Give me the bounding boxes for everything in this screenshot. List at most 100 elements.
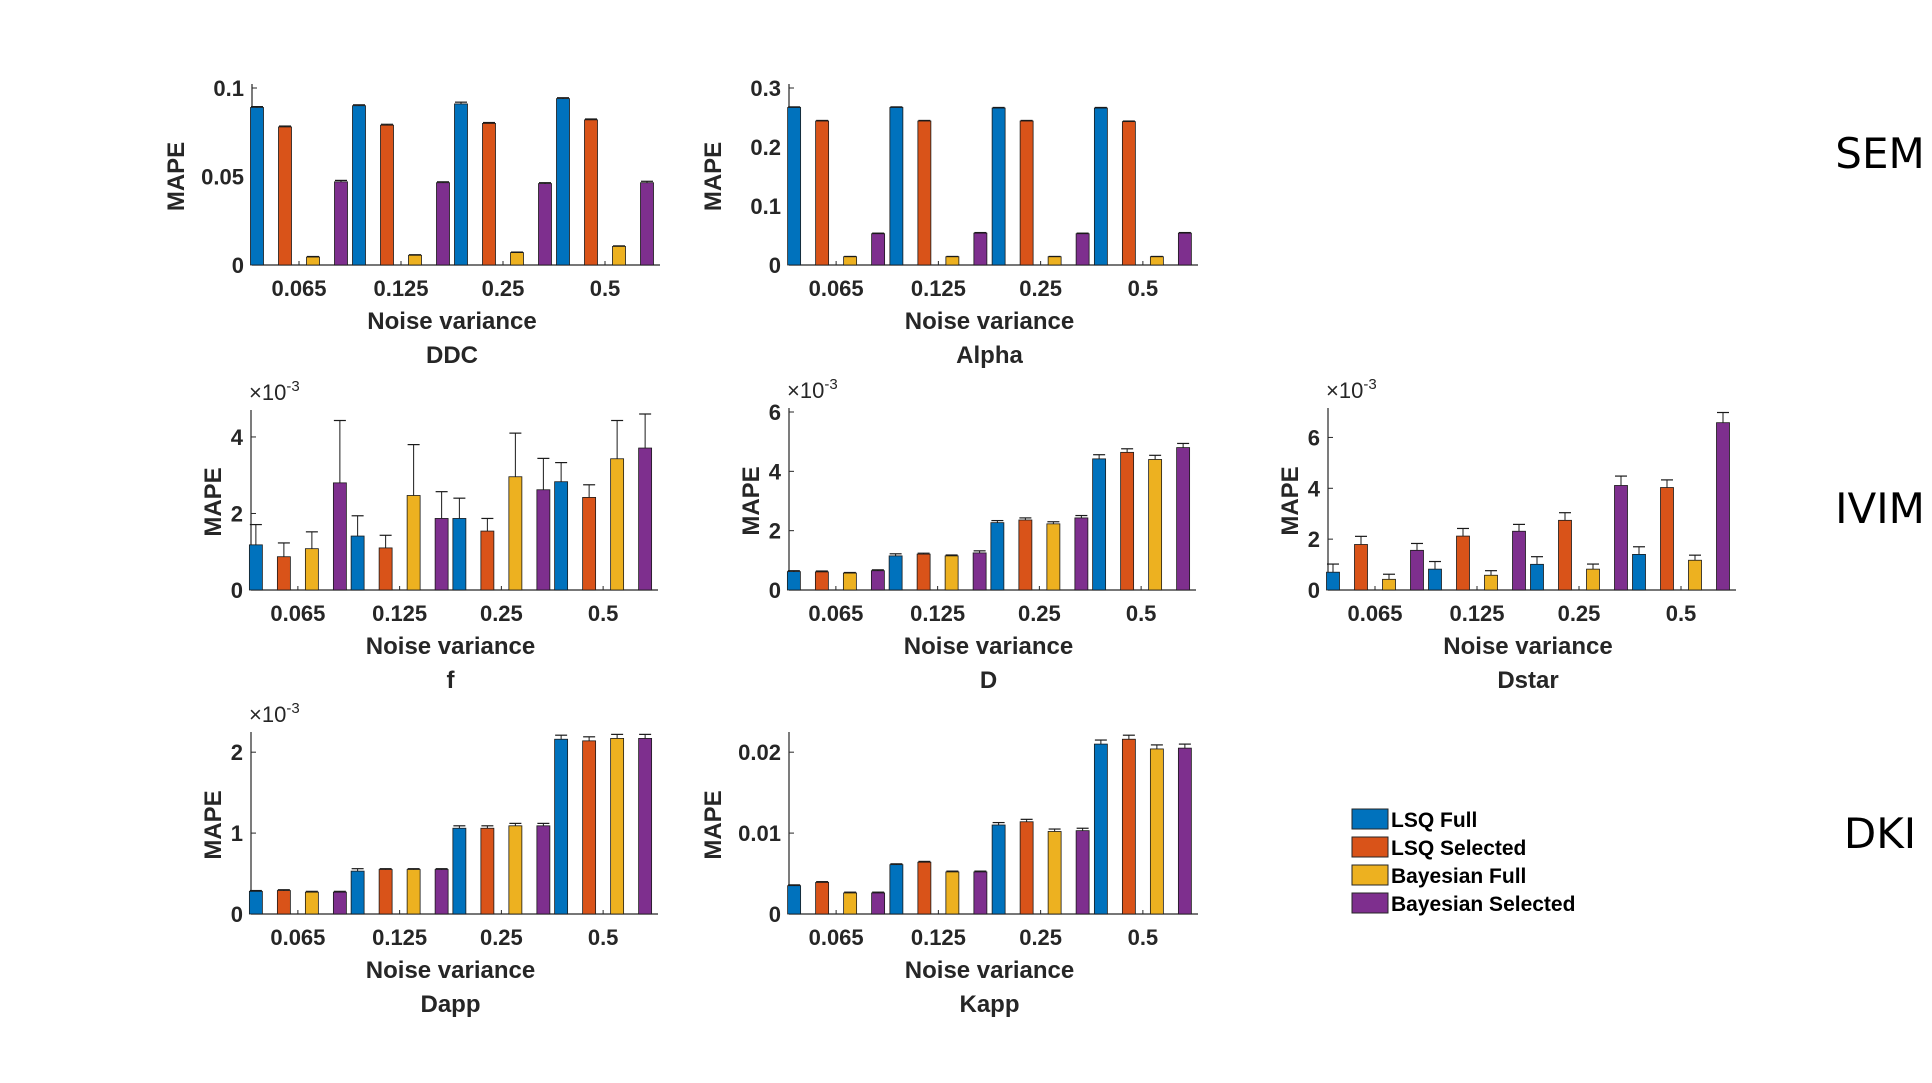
bar-bayesian-full-0-065 bbox=[843, 892, 858, 915]
legend-swatch-lsq-full bbox=[1351, 808, 1389, 830]
chart-title: DDC bbox=[426, 342, 478, 369]
bar-lsq-selected-0-5 bbox=[1121, 738, 1136, 915]
bar-lsq-selected-0-125 bbox=[917, 861, 932, 915]
bar-lsq-selected-0-125 bbox=[916, 553, 931, 591]
y-exponent-label: ×10-3 bbox=[787, 376, 838, 403]
x-tick-label: 0.065 bbox=[270, 925, 325, 950]
bar-bayesian-full-0-125 bbox=[406, 495, 421, 591]
bar-bayesian-full-0-125 bbox=[944, 555, 959, 591]
y-tick-label: 0 bbox=[769, 902, 781, 927]
bar-bayesian-selected-0-125 bbox=[436, 182, 450, 266]
bar-bayesian-selected-0-25 bbox=[1075, 233, 1090, 266]
y-tick-label: 2 bbox=[231, 740, 243, 765]
bar-bayesian-full-0-5 bbox=[1688, 559, 1702, 591]
bar-lsq-full-0-5 bbox=[1093, 107, 1108, 266]
y-tick-label: 0 bbox=[1308, 578, 1320, 603]
y-tick-label: 4 bbox=[769, 459, 782, 484]
x-axis-title: Noise variance bbox=[904, 633, 1073, 660]
bar-lsq-selected-0-065 bbox=[276, 890, 291, 915]
bar-lsq-full-0-065 bbox=[786, 571, 801, 591]
x-tick-label: 0.25 bbox=[1558, 601, 1601, 626]
bar-bayesian-selected-0-5 bbox=[1176, 447, 1191, 591]
bar-lsq-selected-0-25 bbox=[1019, 120, 1034, 266]
bar-lsq-full-0-065 bbox=[787, 107, 802, 266]
chart-dapp: 0 1 2×10-3 0.065 0.125 0.25 0.5 Noise variance D… bbox=[200, 700, 658, 1018]
x-tick-label: 0.25 bbox=[1019, 925, 1062, 950]
chart-title: Kapp bbox=[960, 991, 1020, 1018]
y-tick-label: 0.1 bbox=[750, 194, 781, 219]
chart-d: 0 2 4 6×10-3 0.065 0.125 0.25 0.5 Noise variance… bbox=[738, 376, 1196, 694]
x-tick-label: 0.065 bbox=[808, 601, 863, 626]
y-tick-label: 0.3 bbox=[750, 76, 781, 101]
bar-bayesian-selected-0-5 bbox=[1177, 232, 1192, 266]
y-tick-label: 1 bbox=[231, 821, 243, 846]
bar-lsq-selected-0-125 bbox=[378, 869, 393, 915]
bar-lsq-selected-0-25 bbox=[1019, 821, 1034, 915]
bar-lsq-full-0-5 bbox=[1093, 743, 1108, 915]
chart-title: Dstar bbox=[1497, 667, 1558, 694]
bar-bayesian-selected-0-065 bbox=[332, 891, 347, 915]
bar-bayesian-full-0-5 bbox=[610, 738, 625, 915]
y-exponent-label: ×10-3 bbox=[249, 700, 300, 727]
charts-layer: 0 0.05 0.1 0.065 0.125 0.25 0.5 Noise variance D… bbox=[163, 76, 1736, 1018]
y-tick-label: 0 bbox=[231, 902, 243, 927]
bar-lsq-full-0-25 bbox=[454, 103, 468, 266]
bar-bayesian-selected-0-25 bbox=[538, 183, 552, 266]
bar-lsq-full-0-065 bbox=[248, 890, 263, 915]
bar-bayesian-selected-0-25 bbox=[1074, 517, 1089, 591]
chart-ddc: 0 0.05 0.1 0.065 0.125 0.25 0.5 Noise variance D… bbox=[163, 76, 660, 369]
bar-bayesian-full-0-125 bbox=[1484, 574, 1498, 591]
bar-bayesian-selected-0-125 bbox=[973, 232, 988, 266]
bar-bayesian-full-0-25 bbox=[508, 825, 523, 915]
x-tick-label: 0.065 bbox=[271, 276, 326, 301]
bar-bayesian-full-0-25 bbox=[1047, 831, 1062, 915]
bar-bayesian-selected-0-5 bbox=[1716, 422, 1730, 591]
bar-bayesian-full-0-25 bbox=[1047, 256, 1062, 266]
bar-bayesian-full-0-5 bbox=[612, 246, 626, 266]
x-tick-label: 0.5 bbox=[590, 276, 621, 301]
bar-bayesian-full-0-5 bbox=[1148, 459, 1163, 591]
y-axis-title: MAPE bbox=[738, 466, 765, 535]
bar-lsq-full-0-25 bbox=[991, 107, 1006, 266]
x-tick-label: 0.125 bbox=[911, 925, 966, 950]
bar-lsq-selected-0-065 bbox=[814, 571, 829, 591]
bar-bayesian-selected-0-125 bbox=[973, 871, 988, 915]
bar-lsq-selected-0-5 bbox=[1121, 121, 1136, 266]
x-tick-label: 0.5 bbox=[1128, 925, 1159, 950]
bar-lsq-full-0-25 bbox=[452, 827, 467, 915]
bar-lsq-selected-0-5 bbox=[584, 119, 598, 266]
legend-label-bayesian-selected: Bayesian Selected bbox=[1391, 893, 1575, 916]
bar-lsq-full-0-5 bbox=[556, 98, 570, 266]
y-tick-label: 0 bbox=[769, 578, 781, 603]
bar-lsq-full-0-125 bbox=[350, 870, 365, 915]
bar-bayesian-selected-0-25 bbox=[1614, 485, 1628, 591]
bar-lsq-selected-0-065 bbox=[815, 120, 830, 266]
x-tick-label: 0.5 bbox=[1128, 276, 1159, 301]
y-tick-label: 0 bbox=[231, 578, 243, 603]
legend-label-lsq-full: LSQ Full bbox=[1391, 809, 1477, 832]
bar-lsq-selected-0-25 bbox=[1018, 519, 1033, 591]
y-tick-label: 0.02 bbox=[738, 740, 781, 765]
bar-lsq-selected-0-5 bbox=[1120, 451, 1135, 591]
legend-swatch-lsq-selected bbox=[1351, 836, 1389, 858]
bar-bayesian-full-0-065 bbox=[306, 256, 320, 266]
bar-bayesian-full-0-065 bbox=[304, 891, 319, 915]
chart-f: 0 2 4×10-3 0.065 0.125 0.25 0.5 Noise variance f… bbox=[200, 378, 658, 694]
bar-lsq-full-0-125 bbox=[350, 535, 365, 591]
bar-bayesian-selected-0-125 bbox=[434, 869, 449, 915]
bar-bayesian-full-0-5 bbox=[1149, 748, 1164, 915]
bar-lsq-selected-0-065 bbox=[1354, 544, 1368, 591]
bar-bayesian-full-0-25 bbox=[510, 252, 524, 266]
bar-lsq-selected-0-125 bbox=[1456, 535, 1470, 591]
bar-lsq-full-0-5 bbox=[1632, 554, 1646, 591]
bar-bayesian-selected-0-5 bbox=[640, 182, 654, 266]
bar-lsq-full-0-065 bbox=[787, 885, 802, 915]
bar-bayesian-selected-0-125 bbox=[972, 552, 987, 591]
bar-lsq-selected-0-065 bbox=[276, 556, 291, 591]
bar-bayesian-full-0-125 bbox=[406, 869, 421, 915]
x-tick-label: 0.065 bbox=[809, 276, 864, 301]
bar-bayesian-full-0-5 bbox=[610, 458, 625, 591]
y-tick-label: 6 bbox=[1308, 425, 1320, 450]
y-tick-label: 2 bbox=[231, 501, 243, 526]
legend-swatch-bayesian-full bbox=[1351, 864, 1389, 886]
